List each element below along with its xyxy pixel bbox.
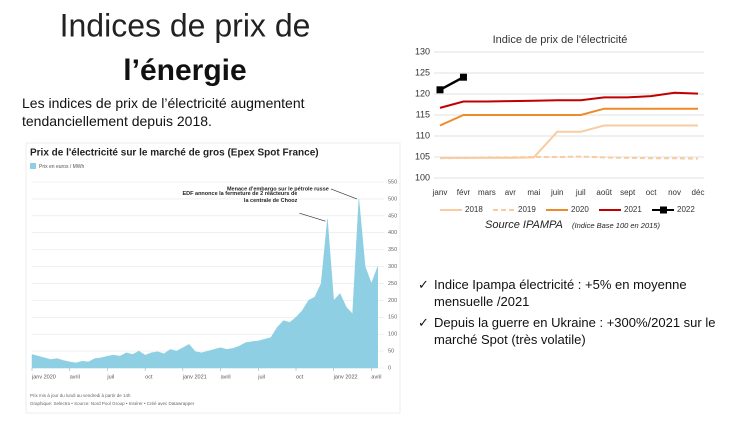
chart-title: Prix de l'électricité sur le marché de g… [30, 148, 319, 159]
series-line [439, 107, 698, 127]
y-tick-label: 200 [388, 298, 397, 304]
y-tick-label: 550 [388, 179, 397, 185]
series-line [439, 76, 465, 91]
chart-title: Indice de prix de l'électricité [493, 34, 628, 46]
chart-source: Source IPAMPA [485, 219, 563, 231]
series-line [439, 91, 699, 109]
annotation-arrow [299, 212, 326, 222]
bullet-list: ✓ Indice Ipampa électricité : +5% en moye… [418, 276, 743, 348]
x-tick-label: janv 2022 [333, 374, 358, 380]
y-tick-label: 150 [388, 315, 397, 321]
footnote: Prix mis à jour du lundi au vendredi à p… [30, 393, 131, 398]
x-tick-label: déc [692, 188, 705, 197]
x-tick-label: juin [550, 188, 563, 197]
legend-label: 2020 [571, 205, 589, 214]
bullets-box: ✓ Indice Ipampa électricité : +5% en moye… [418, 276, 743, 348]
annotation: Menace d'embargo sur le pétrole russe [227, 186, 329, 192]
subtitle: Les indices de prix de l’électricité aug… [22, 95, 305, 129]
x-tick-label: juil [257, 374, 265, 380]
x-tick-label: oct [296, 374, 304, 380]
x-tick-label: janv 2021 [182, 374, 207, 380]
y-tick-label: 0 [388, 365, 391, 371]
x-tick-label: oct [646, 188, 657, 197]
y-tick-label: 110 [416, 130, 430, 140]
y-tick-label: 400 [388, 230, 397, 236]
y-tick-label: 450 [388, 213, 397, 219]
y-tick-label: 250 [388, 281, 397, 287]
y-tick-label: 300 [388, 264, 397, 270]
y-tick-label: 100 [415, 172, 430, 182]
annotation-box: EDF annonce la fermeture de 2 réacteurs … [182, 191, 298, 205]
y-tick-label: 130 [415, 46, 430, 56]
chart-frame [25, 142, 401, 414]
x-tick-label: mars [478, 188, 496, 197]
price-area [31, 198, 378, 369]
legend-label: 2021 [624, 205, 642, 214]
legend-label: 2018 [465, 205, 483, 214]
slide-title: l’énergie [123, 54, 246, 87]
legend-swatch [30, 163, 36, 169]
y-tick-label: 50 [388, 349, 394, 355]
bullet: ✓ Indice Ipampa électricité : +5% en moye… [418, 276, 743, 310]
x-tick-label: mai [527, 188, 540, 197]
y-tick-label: 120 [415, 88, 430, 98]
footnote: Graphique: Selectra • Source: Nord Pool … [30, 401, 195, 406]
x-tick-label: avril [371, 374, 381, 380]
y-tick-label: 350 [388, 247, 397, 253]
bullet-text: Indice Ipampa électricité : +5% en moyen… [434, 277, 687, 309]
chart-source-note: (Indice Base 100 en 2015) [572, 221, 660, 230]
series-line [440, 124, 698, 159]
legend-label: 2022 [677, 205, 695, 214]
x-tick-label: oct [145, 374, 153, 380]
bullet: ✓ Depuis la guerre en Ukraine : +300%/202… [418, 314, 743, 348]
series-marker [436, 86, 444, 94]
x-tick-label: avril [221, 374, 231, 380]
x-tick-label: févr [457, 188, 471, 197]
x-tick-label: janv [432, 188, 448, 197]
x-tick-label: juil [575, 188, 586, 197]
bullet-text: Depuis la guerre en Ukraine : +300%/2021… [434, 315, 716, 347]
legend-label: 2019 [518, 205, 536, 214]
legend-label: Prix en euros / MWh [39, 164, 85, 170]
series-line [439, 155, 699, 160]
x-tick-label: avril [70, 374, 80, 380]
y-tick-label: 105 [415, 151, 430, 161]
slide-title: Indices de prix de [60, 7, 311, 43]
y-tick-label: 500 [388, 196, 397, 202]
x-tick-label: juil [106, 374, 114, 380]
x-tick-label: sept [620, 188, 636, 197]
x-tick-label: avr [505, 188, 516, 197]
x-tick-label: août [596, 188, 612, 197]
annotation-arrow [330, 188, 357, 200]
x-tick-label: nov [668, 188, 681, 197]
y-tick-label: 125 [415, 67, 430, 77]
annotation: EDF annonce la fermeture de 2 réacteurs … [182, 191, 298, 205]
y-tick-label: 115 [416, 109, 430, 119]
x-tick-label: janv 2020 [31, 374, 56, 380]
subtitle-box: Les indices de prix de l’électricité aug… [22, 95, 305, 129]
legend-marker [660, 206, 667, 214]
y-tick-label: 100 [388, 332, 397, 338]
series-marker [459, 73, 467, 81]
